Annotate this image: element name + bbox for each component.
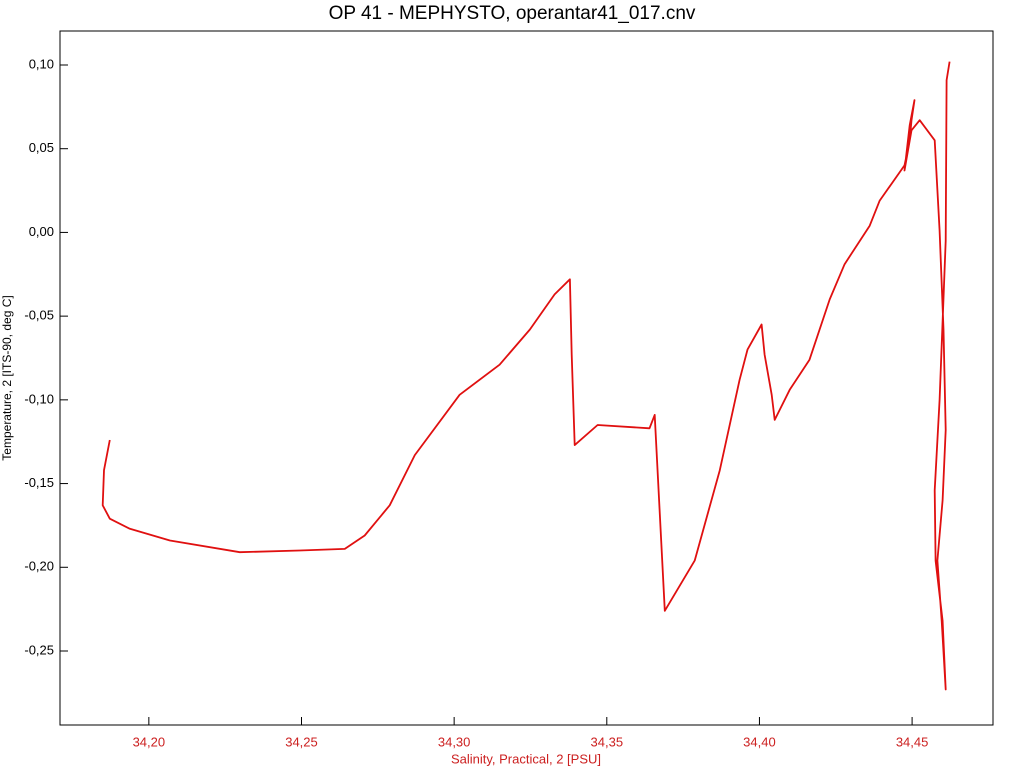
x-tick-label: 34,45 bbox=[896, 734, 929, 749]
y-tick-label: -0,25 bbox=[24, 642, 54, 657]
y-tick-label: -0,20 bbox=[24, 559, 54, 574]
y-tick-label: -0,10 bbox=[24, 391, 54, 406]
x-axis-label: Salinity, Practical, 2 [PSU] bbox=[451, 751, 601, 766]
x-tick-label: 34,35 bbox=[591, 734, 624, 749]
data-line bbox=[101, 61, 951, 691]
x-tick-label: 34,25 bbox=[285, 734, 318, 749]
y-axis-label: Temperature, 2 [ITS-90, deg C] bbox=[0, 295, 14, 460]
y-tick-label: -0,05 bbox=[24, 308, 54, 323]
x-tick-label: 34,20 bbox=[133, 734, 166, 749]
x-tick-label: 34,40 bbox=[743, 734, 776, 749]
y-tick-label: 0,00 bbox=[29, 224, 54, 239]
plot-frame bbox=[59, 30, 994, 726]
y-tick-label: 0,10 bbox=[29, 56, 54, 71]
x-tick-label: 34,30 bbox=[438, 734, 471, 749]
y-tick-label: -0,15 bbox=[24, 475, 54, 490]
y-tick-label: 0,05 bbox=[29, 140, 54, 155]
chart-title: OP 41 - MEPHYSTO, operantar41_017.cnv bbox=[329, 3, 696, 24]
